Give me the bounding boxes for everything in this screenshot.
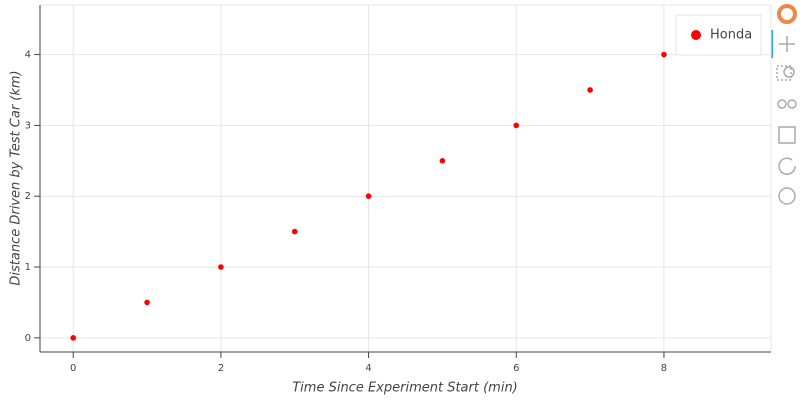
x-tick-label: 8 — [661, 363, 667, 374]
legend: Honda — [675, 14, 762, 56]
x-axis-label: Time Since Experiment Start (min) — [292, 381, 518, 396]
y-axis-label: Distance Driven by Test Car (km) — [9, 70, 24, 285]
y-tick-label: 3 — [25, 120, 31, 131]
save-tool[interactable] — [778, 126, 796, 144]
help-tool[interactable] — [778, 187, 796, 205]
y-tick-label: 4 — [25, 50, 31, 61]
x-tick-label: 0 — [70, 363, 76, 374]
x-tick-label: 4 — [365, 363, 371, 374]
toolbar — [771, 4, 797, 205]
y-tick-label: 2 — [25, 191, 31, 202]
logo[interactable] — [777, 4, 797, 24]
legend-label: Honda — [710, 28, 752, 43]
legend-marker — [691, 30, 701, 40]
box-zoom-tool[interactable] — [776, 65, 792, 81]
point — [513, 122, 520, 129]
point — [70, 335, 77, 341]
wheel-zoom-lens — [787, 99, 797, 109]
point — [291, 228, 298, 235]
reset-tool[interactable] — [778, 157, 796, 175]
point — [144, 299, 150, 306]
point — [661, 51, 667, 58]
pan-tool[interactable] — [779, 36, 795, 52]
y-tick-label: 1 — [25, 262, 31, 273]
point — [439, 157, 446, 164]
wheel-zoom-tool[interactable] — [777, 99, 787, 109]
point — [587, 87, 593, 93]
point — [365, 193, 372, 200]
y-tick-label: 0 — [25, 333, 31, 344]
x-tick-label: 6 — [513, 363, 519, 374]
legend-box — [675, 14, 762, 56]
x-tick-label: 2 — [218, 363, 224, 374]
box-zoom-lens — [783, 66, 795, 78]
point — [218, 264, 224, 270]
plot-frame — [39, 4, 772, 353]
